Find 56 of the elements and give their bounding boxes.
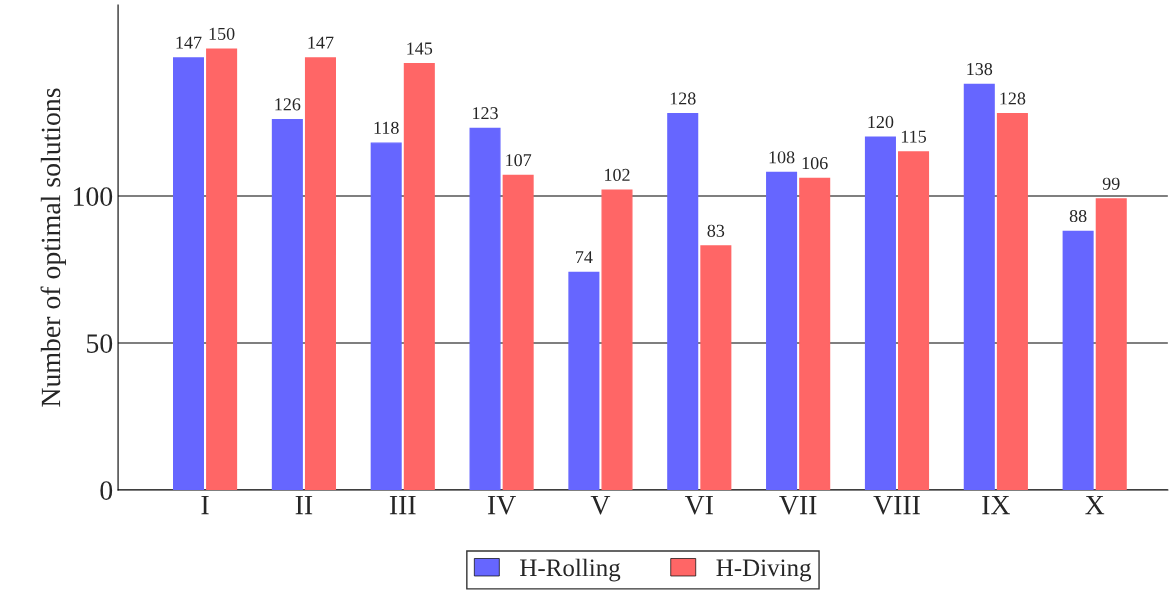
x-tick-label: II [295,495,313,515]
x-tick-label: I [201,495,209,515]
data-label: 120 [868,115,894,129]
data-label: 128 [1000,92,1026,105]
x-tick-label: V [590,495,611,515]
y-tick-label: 0 [100,481,113,500]
data-label: 88 [1069,209,1087,223]
x-tick-label: VIII [873,495,920,515]
data-label: 126 [275,98,301,111]
data-label: 106 [802,157,828,170]
bar [963,83,995,490]
data-label: 102 [605,168,630,181]
bar [206,48,238,490]
bar [502,174,534,490]
bar [700,245,732,490]
data-label: 83 [707,224,725,237]
bar [799,177,831,490]
legend-label: H-Rolling [520,558,621,582]
bar [1062,230,1094,490]
data-label: 108 [769,151,795,164]
bar [667,113,699,490]
x-tick-label: VI [684,495,713,515]
bar [568,271,600,490]
data-label: 74 [576,251,593,264]
data-label: 107 [506,154,532,167]
data-label: 115 [901,130,927,143]
data-label: 138 [967,62,993,76]
data-label: 118 [374,121,399,134]
bar [469,127,501,490]
x-tick-label: VII [779,495,817,515]
legend-label: H-Diving [716,559,812,582]
data-label: 145 [407,42,433,55]
bar [898,151,930,490]
y-tick-label: 50 [87,334,113,353]
x-tick-label: III [389,495,416,515]
bar [403,63,435,490]
bar [1095,198,1127,490]
data-label: 147 [308,36,334,49]
data-label: 123 [473,107,498,120]
data-label: 150 [209,27,235,40]
y-tick-label: 100 [73,187,113,206]
x-tick-label: IV [487,495,516,515]
bar [766,171,798,490]
bar [601,189,633,490]
bar [172,57,205,490]
bar [864,136,896,490]
bar [370,142,402,490]
x-tick-label: IX [982,495,1010,515]
data-label: 147 [176,36,202,49]
y-axis-title: Number of optimal solutions [40,88,66,407]
bar [996,113,1028,490]
bar [304,57,336,490]
bar [271,118,303,490]
data-label: 99 [1102,177,1120,190]
data-label: 128 [670,92,696,105]
x-tick-label: X [1085,495,1105,515]
